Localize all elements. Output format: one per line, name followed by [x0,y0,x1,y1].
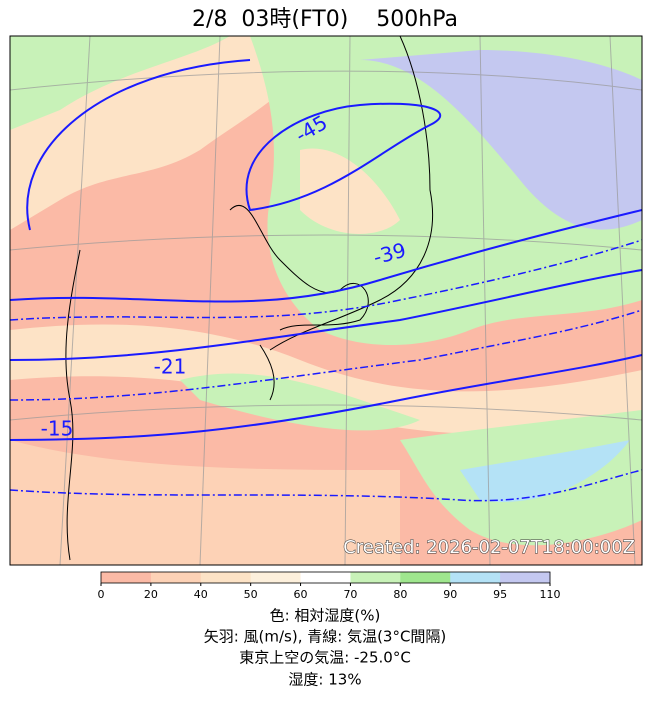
colorbar-segment [250,572,302,583]
colorbar-tick-label: 60 [294,588,308,601]
colorbar-tick-label: 50 [244,588,258,601]
colorbar-tick-label: 90 [443,588,457,601]
colorbar-segment [150,572,202,583]
caption-line: 湿度: 13% [288,671,361,689]
contour-label: -21 [154,355,187,379]
colorbar-tick-label: 80 [393,588,407,601]
colorbar-segment [300,572,351,583]
contour-label: -15 [41,417,74,441]
caption-line: 東京上空の気温: -25.0°C [239,649,411,667]
colorbar-tick-label: 40 [194,588,208,601]
colorbar: 0 20 40 50 60 70 80 90 95 110 [98,571,561,601]
map: -45 -39 -21 -15 Created: 2026-02-07T18:0… [9,35,643,566]
title: 2/8 03時(FT0) 500hPa [192,7,458,32]
colorbar-frame [100,571,551,584]
colorbar-tick-label: 95 [493,588,507,601]
colorbar-tick-label: 110 [540,588,561,601]
colorbar-tick-label: 20 [144,588,158,601]
colorbar-tick-label: 0 [98,588,105,601]
colorbar-segment [400,572,451,583]
colorbar-tick-label: 70 [343,588,357,601]
caption: 色: 相対湿度(%) 矢羽: 風(m/s), 青線: 気温(3°C間隔) 東京上… [204,607,447,689]
colorbar-segment [101,572,152,583]
colorbar-segment [500,572,551,583]
caption-line: 矢羽: 風(m/s), 青線: 気温(3°C間隔) [204,628,447,646]
colorbar-segment [450,572,501,583]
colorbar-segment [350,572,401,583]
colorbar-segment [200,572,252,583]
caption-line: 色: 相対湿度(%) [270,607,381,625]
created-stamp: Created: 2026-02-07T18:00:00Z [343,537,635,558]
